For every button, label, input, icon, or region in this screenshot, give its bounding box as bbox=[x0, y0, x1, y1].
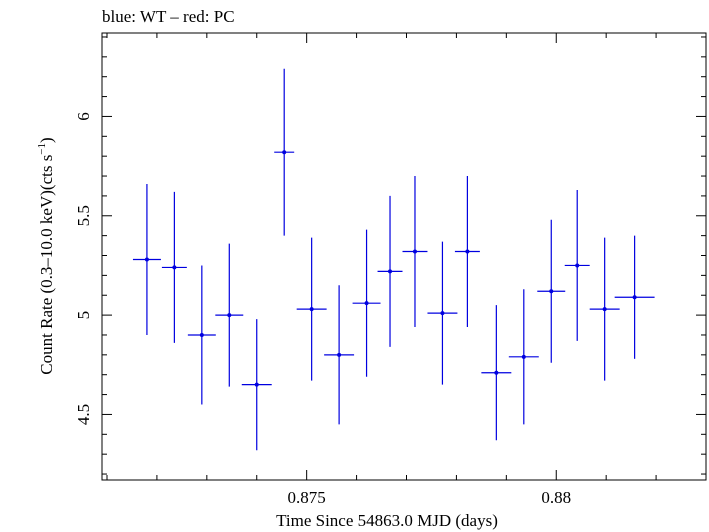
data-point bbox=[589, 237, 620, 381]
data-point bbox=[402, 176, 428, 328]
point-marker bbox=[199, 332, 204, 337]
x-tick-label: 0.875 bbox=[288, 488, 326, 507]
point-marker bbox=[494, 370, 499, 375]
data-point bbox=[537, 219, 566, 363]
y-axis-label-exponent: −1 bbox=[36, 143, 48, 155]
point-marker bbox=[521, 354, 526, 359]
y-axis-label-tail: ) bbox=[37, 137, 56, 143]
point-marker bbox=[602, 307, 607, 312]
data-point bbox=[274, 68, 295, 236]
data-point bbox=[324, 285, 355, 425]
data-point bbox=[508, 289, 539, 425]
x-axis-label: Time Since 54863.0 MJD (days) bbox=[276, 511, 498, 530]
point-marker bbox=[364, 301, 369, 306]
point-marker bbox=[465, 249, 470, 254]
data-point bbox=[132, 183, 161, 335]
y-tick-label: 5.5 bbox=[74, 205, 93, 226]
point-marker bbox=[632, 295, 637, 300]
plot-frame bbox=[101, 32, 707, 481]
data-point bbox=[454, 176, 480, 328]
point-marker bbox=[282, 150, 287, 155]
y-tick-labels: 4.5 5 5.5 6 bbox=[74, 112, 93, 425]
data-point bbox=[161, 191, 187, 343]
data-point bbox=[427, 241, 458, 385]
point-marker bbox=[309, 307, 314, 312]
data-point bbox=[215, 243, 244, 387]
data-point bbox=[564, 189, 590, 341]
data-point bbox=[187, 265, 216, 405]
point-marker bbox=[388, 269, 393, 274]
y-tick-label: 4.5 bbox=[74, 404, 93, 425]
y-tick-label: 5 bbox=[74, 311, 93, 320]
y-axis-label: Count Rate (0.3–10.0 keV)(cts s−1) bbox=[36, 137, 56, 374]
point-marker bbox=[172, 265, 177, 270]
chart-title: blue: WT – red: PC bbox=[102, 7, 235, 26]
point-marker bbox=[440, 311, 445, 316]
data-point bbox=[296, 237, 327, 381]
x-tick-label: 0.88 bbox=[541, 488, 571, 507]
data-point bbox=[352, 229, 381, 377]
x-tick-labels: 0.875 0.88 bbox=[288, 488, 572, 507]
point-marker bbox=[254, 382, 259, 387]
point-marker bbox=[549, 289, 554, 294]
data-points bbox=[132, 68, 655, 451]
point-marker bbox=[144, 257, 149, 262]
data-point bbox=[241, 319, 272, 451]
data-point bbox=[481, 305, 512, 441]
data-point bbox=[377, 195, 403, 347]
point-marker bbox=[575, 263, 580, 268]
point-marker bbox=[337, 352, 342, 357]
data-point bbox=[614, 235, 655, 359]
y-tick-label: 6 bbox=[74, 112, 93, 121]
axis-ticks bbox=[102, 33, 707, 480]
point-marker bbox=[412, 249, 417, 254]
y-axis-label-main: Count Rate (0.3–10.0 keV)(cts s bbox=[37, 155, 56, 375]
point-marker bbox=[227, 313, 232, 318]
